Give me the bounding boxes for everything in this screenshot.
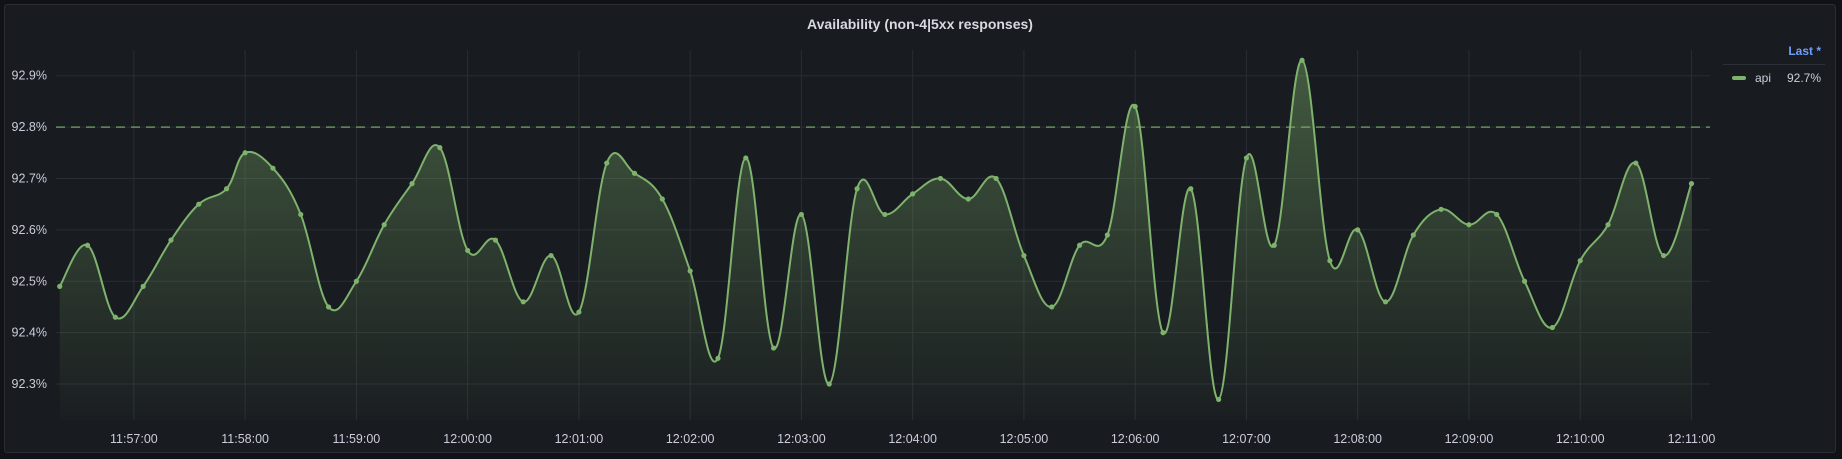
y-tick-label: 92.6% <box>12 223 47 237</box>
series-api-point[interactable] <box>854 186 860 192</box>
series-api-point[interactable] <box>743 155 749 161</box>
legend-last-value: 92.7% <box>1786 71 1821 85</box>
series-api-point[interactable] <box>409 181 415 187</box>
series-api-point[interactable] <box>140 283 146 289</box>
panel-title[interactable]: Availability (non-4|5xx responses) <box>807 16 1033 32</box>
series-api-point[interactable] <box>1382 299 1389 305</box>
series-api-point[interactable] <box>298 211 304 218</box>
x-tick-label: 12:09:00 <box>1445 432 1494 446</box>
series-api-point[interactable] <box>798 211 805 218</box>
series-api-point[interactable] <box>84 242 91 248</box>
x-tick-label: 12:10:00 <box>1556 432 1605 446</box>
legend-color-swatch <box>1732 76 1746 80</box>
series-api-point[interactable] <box>1410 232 1416 238</box>
x-axis: 11:57:00 11:58:00 11:59:00 12:00:00 12:01:00… <box>110 432 1715 446</box>
series-api-point[interactable] <box>1327 258 1333 264</box>
x-tick-label: 12:06:00 <box>1111 432 1160 446</box>
series-api-point[interactable] <box>937 175 944 182</box>
x-tick-label: 12:01:00 <box>555 432 604 446</box>
series-api-point[interactable] <box>1355 227 1361 233</box>
series-api-point[interactable] <box>223 186 230 192</box>
series-api-point[interactable] <box>576 309 582 315</box>
legend-item-api[interactable]: api 92.7% <box>1723 69 1825 87</box>
x-tick-label: 11:59:00 <box>333 432 381 446</box>
x-tick-label: 12:00:00 <box>443 432 492 446</box>
series-api-point[interactable] <box>604 160 610 166</box>
series-api-point[interactable] <box>1466 222 1472 228</box>
x-tick-label: 12:07:00 <box>1222 432 1271 446</box>
series-api-point[interactable] <box>1216 396 1222 403</box>
series-api-point[interactable] <box>1049 304 1055 310</box>
legend-divider <box>1723 64 1825 65</box>
series-api-point[interactable] <box>1243 155 1250 161</box>
series-api-point[interactable] <box>1076 242 1083 248</box>
series-api-point[interactable] <box>520 299 526 305</box>
series-api-point[interactable] <box>437 145 443 151</box>
series-api-point[interactable] <box>353 278 359 284</box>
x-tick-label: 12:04:00 <box>888 432 937 446</box>
legend-series-name: api <box>1755 71 1772 85</box>
series-api-point[interactable] <box>1271 242 1277 248</box>
series-api-point[interactable] <box>1299 57 1305 63</box>
series-api-point[interactable] <box>659 196 665 202</box>
x-tick-label: 12:11:00 <box>1668 432 1716 446</box>
y-tick-label: 92.3% <box>12 377 47 391</box>
y-tick-label: 92.8% <box>12 120 47 134</box>
series-api-point[interactable] <box>1438 206 1444 212</box>
series-api-point[interactable] <box>826 381 832 387</box>
series-api-point[interactable] <box>465 247 471 254</box>
series-api-point[interactable] <box>381 222 387 228</box>
series-api-point[interactable] <box>548 252 554 259</box>
series-api-point[interactable] <box>1021 252 1027 259</box>
series-api-point[interactable] <box>168 237 174 243</box>
x-tick-label: 11:57:00 <box>110 432 158 446</box>
y-axis: 92.3% 92.4% 92.5% 92.6% 92.7% 92.8% 92.9% <box>12 69 47 391</box>
series-api-point[interactable] <box>242 150 248 156</box>
series-api-point[interactable] <box>687 268 693 274</box>
y-tick-label: 92.4% <box>12 326 47 340</box>
series-api-point[interactable] <box>1160 330 1166 336</box>
series-api-point[interactable] <box>715 355 721 361</box>
series-api-point[interactable] <box>492 237 499 243</box>
series-api-point[interactable] <box>112 314 118 320</box>
y-tick-label: 92.9% <box>12 69 47 83</box>
x-tick-label: 12:08:00 <box>1333 432 1382 446</box>
legend-sort-header[interactable]: Last * <box>1788 44 1821 58</box>
series-api-point[interactable] <box>1188 186 1194 192</box>
series-api-point[interactable] <box>325 304 332 310</box>
series-api-point[interactable] <box>1661 252 1667 259</box>
series-api-point[interactable] <box>196 201 202 207</box>
series-api-area <box>59 60 1692 420</box>
series-api-point[interactable] <box>631 170 638 176</box>
series-api-point[interactable] <box>1104 232 1110 238</box>
series-api-point[interactable] <box>1688 181 1695 187</box>
series-api[interactable] <box>57 57 1695 420</box>
x-tick-label: 12:02:00 <box>666 432 715 446</box>
series-api-point[interactable] <box>993 175 999 182</box>
series-api-point[interactable] <box>1633 160 1639 166</box>
series-api-point[interactable] <box>965 196 971 202</box>
x-tick-label: 12:03:00 <box>777 432 826 446</box>
series-api-point[interactable] <box>57 283 63 289</box>
series-api-point[interactable] <box>270 165 276 171</box>
x-tick-label: 11:58:00 <box>221 432 269 446</box>
series-api-point[interactable] <box>1521 278 1528 284</box>
series-api-point[interactable] <box>1549 324 1555 331</box>
series-api-point[interactable] <box>1132 103 1138 110</box>
series-api-point[interactable] <box>910 191 916 197</box>
series-api-point[interactable] <box>882 211 888 218</box>
y-tick-label: 92.7% <box>12 171 47 185</box>
y-tick-label: 92.5% <box>12 274 47 288</box>
series-api-point[interactable] <box>1605 222 1611 228</box>
series-api-point[interactable] <box>1494 211 1500 218</box>
series-api-point[interactable] <box>771 345 777 351</box>
series-api-point[interactable] <box>1577 258 1583 264</box>
x-tick-label: 12:05:00 <box>1000 432 1049 446</box>
